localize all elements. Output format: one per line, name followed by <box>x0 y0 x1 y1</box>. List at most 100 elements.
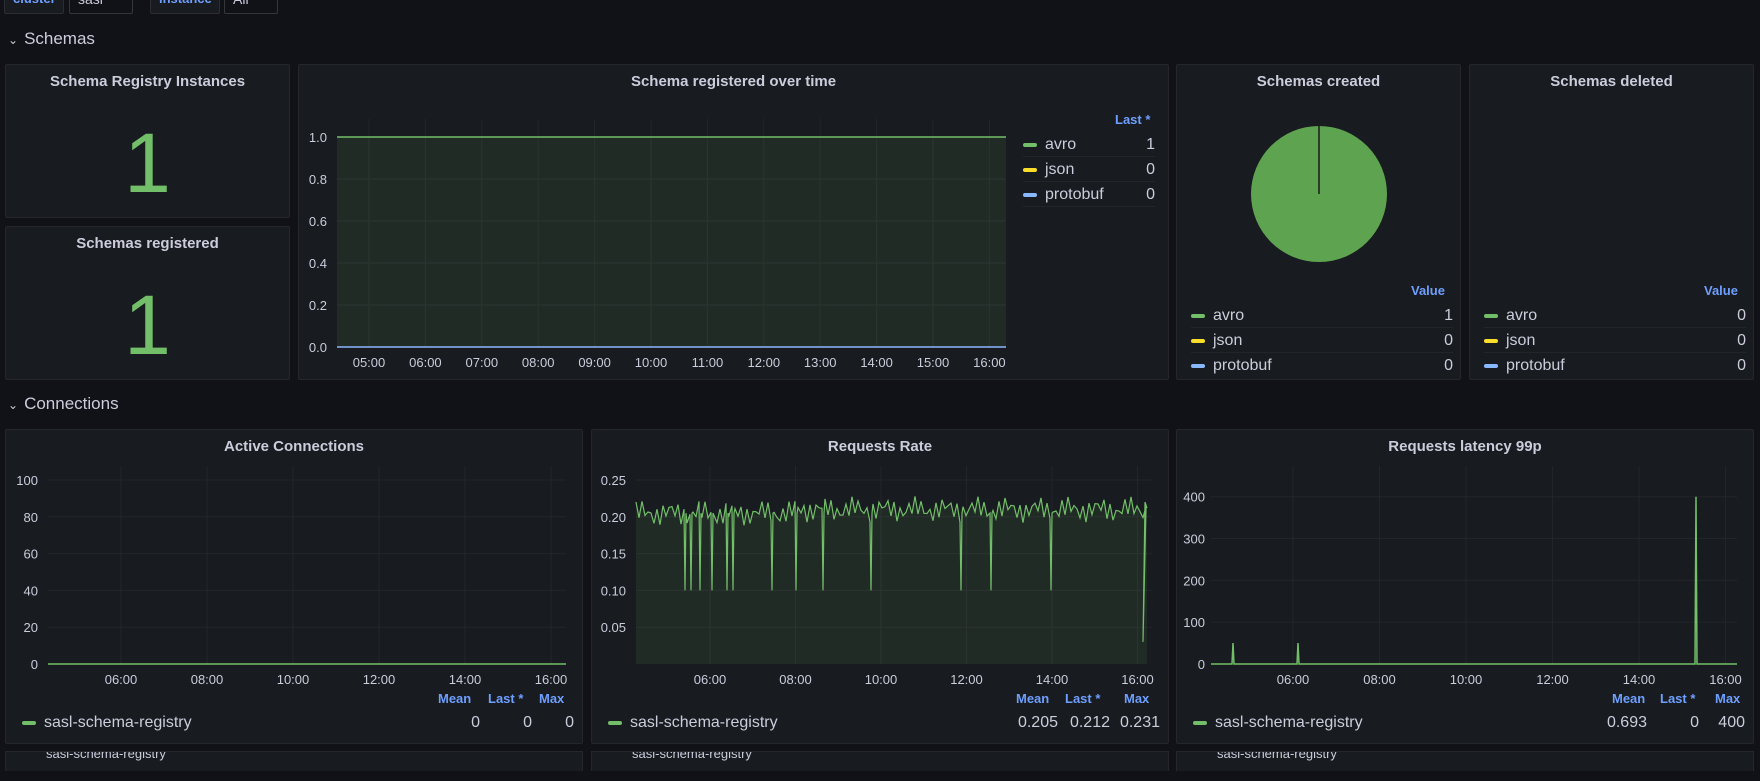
series-color-swatch <box>1191 364 1205 368</box>
legend-header-last[interactable]: Last * <box>1065 691 1101 706</box>
timeseries-chart: 0 20 40 60 80 100 06:00 08:00 10:00 12:00 14:00 16:… <box>16 466 568 687</box>
y-tick-label: 100 <box>1183 615 1205 630</box>
legend-series-name: sasl-schema-registry <box>44 714 192 731</box>
panel-schemas-created[interactable]: Schemas created Value avro 1 json 0 prot… <box>1176 64 1461 380</box>
y-tick-label: 100 <box>16 473 38 488</box>
y-tick-label: 0.4 <box>309 256 327 271</box>
panel-requests-rate[interactable]: Requests Rate 0.05 0.10 0.15 0.20 0.25 06:00 0… <box>591 429 1169 744</box>
x-tick-label: 08:00 <box>1363 672 1396 687</box>
legend-item-json[interactable]: json 0 <box>1484 329 1746 353</box>
legend-item-avro[interactable]: avro 0 <box>1484 304 1746 328</box>
panel-cut-off[interactable]: sasl-schema-registry <box>5 751 583 771</box>
legend-series-name: sasl-schema-registry <box>1215 714 1363 731</box>
y-tick-label: 0.6 <box>309 214 327 229</box>
row-schemas-toggle[interactable]: ⌄ Schemas <box>8 28 95 50</box>
legend-max: 0.231 <box>1119 714 1160 731</box>
row-title: Schemas <box>24 29 95 48</box>
x-tick-label: 15:00 <box>917 355 950 370</box>
legend-series-name: avro <box>1045 135 1077 153</box>
x-tick-label: 10:00 <box>865 672 898 687</box>
legend-item-avro[interactable]: avro 1 <box>1023 133 1155 157</box>
legend-item-protobuf[interactable]: protobuf 0 <box>1484 354 1746 378</box>
legend-header-last[interactable]: Last * <box>1115 112 1151 127</box>
legend-mean: 0.205 <box>1017 714 1058 731</box>
panel-schema-registered-over-time[interactable]: Schema registered over time 0.0 0.2 0.4 0.6… <box>298 64 1169 380</box>
y-tick-label: 80 <box>24 510 38 525</box>
y-tick-label: 0.20 <box>601 510 626 525</box>
legend-item-protobuf[interactable]: protobuf 0 <box>1191 354 1453 378</box>
legend-last: 0 <box>523 714 532 731</box>
legend-value: 0 <box>1444 331 1453 349</box>
legend-value: 0 <box>1146 185 1155 203</box>
legend-value: 0 <box>1444 357 1453 374</box>
series-color-swatch <box>1484 313 1498 318</box>
stat-value: 1 <box>124 278 171 372</box>
legend-series-name: json <box>1506 331 1536 349</box>
legend-header-last[interactable]: Last * <box>488 691 524 706</box>
series-color-swatch <box>1023 167 1037 172</box>
legend-last: 0 <box>1690 714 1699 731</box>
legend-item-json[interactable]: json 0 <box>1023 158 1155 182</box>
legend-header-value[interactable]: Value <box>1704 283 1738 298</box>
panel-schema-registry-instances[interactable]: Schema Registry Instances 1 <box>5 64 290 218</box>
panel-schemas-deleted[interactable]: Schemas deleted Value avro 0 json 0 prot… <box>1469 64 1754 380</box>
legend-item-avro[interactable]: avro 1 <box>1191 304 1453 328</box>
legend-header-value[interactable]: Value <box>1411 283 1445 298</box>
timeseries-chart: 0 100 200 300 400 06:00 08:00 10:00 12:00 14:00 16… <box>1183 466 1742 687</box>
legend-item-protobuf[interactable]: protobuf 0 <box>1023 183 1155 207</box>
panel-cut-off[interactable]: sasl-schema-registry <box>591 751 1169 771</box>
series-color-swatch <box>1191 313 1205 318</box>
legend-item-sasl-schema-registry[interactable]: sasl-schema-registry 0.693 0 400 <box>1193 711 1745 735</box>
legend-item-json[interactable]: json 0 <box>1191 329 1453 353</box>
legend-header-mean[interactable]: Mean <box>1016 691 1050 706</box>
x-tick-label: 14:00 <box>449 672 482 687</box>
stat-value: 1 <box>124 116 171 210</box>
legend-header-last[interactable]: Last * <box>1660 691 1696 706</box>
x-tick-label: 12:00 <box>363 672 396 687</box>
panel-title: Requests Rate <box>827 438 933 455</box>
x-tick-label: 13:00 <box>804 355 837 370</box>
panel-title: Requests latency 99p <box>1388 438 1542 455</box>
x-tick-label: 06:00 <box>1277 672 1310 687</box>
panel-title: Schemas created <box>1256 73 1381 90</box>
variable-select-instance[interactable]: All <box>224 0 278 14</box>
chevron-down-icon: ⌄ <box>8 398 19 412</box>
cut-off-series-label: sasl-schema-registry <box>1217 751 1337 761</box>
legend-item-sasl-schema-registry[interactable]: sasl-schema-registry 0.205 0.212 0.231 <box>608 711 1160 735</box>
cut-off-series-label: sasl-schema-registry <box>46 751 166 761</box>
legend-header-max[interactable]: Max <box>1715 691 1741 706</box>
series-color-swatch <box>1484 364 1498 368</box>
series-color-swatch <box>1191 338 1205 343</box>
legend-header-mean[interactable]: Mean <box>438 691 472 706</box>
legend-item-sasl-schema-registry[interactable]: sasl-schema-registry 0 0 0 <box>22 711 574 735</box>
x-tick-label: 11:00 <box>692 355 724 370</box>
y-tick-label: 0.0 <box>309 340 327 355</box>
legend-series-name: avro <box>1213 306 1245 324</box>
legend-series-name: sasl-schema-registry <box>630 714 778 731</box>
panel-requests-latency-99p[interactable]: Requests latency 99p 0 100 200 300 400 06:00 0… <box>1176 429 1754 744</box>
legend-series-name: protobuf <box>1213 357 1272 374</box>
legend-header-mean[interactable]: Mean <box>1612 691 1646 706</box>
y-tick-label: 1.0 <box>309 130 327 145</box>
series-line-sasl-schema-registry <box>635 496 1148 642</box>
series-line-sasl-schema-registry <box>1211 496 1737 665</box>
series-color-swatch <box>608 721 622 725</box>
y-tick-label: 400 <box>1183 490 1205 505</box>
row-connections-toggle[interactable]: ⌄ Connections <box>8 393 119 415</box>
panel-cut-off[interactable]: sasl-schema-registry <box>1176 751 1754 771</box>
legend-series-name: json <box>1045 160 1075 178</box>
panel-schemas-registered[interactable]: Schemas registered 1 <box>5 226 290 380</box>
panel-active-connections[interactable]: Active Connections 0 20 40 60 80 100 06:00 08:0… <box>5 429 583 744</box>
legend-header-max[interactable]: Max <box>1124 691 1150 706</box>
area-fill <box>636 496 1147 664</box>
variable-select-cluster[interactable]: sasl <box>69 0 133 14</box>
x-tick-label: 12:00 <box>748 355 781 370</box>
series-color-swatch <box>1484 338 1498 343</box>
legend-series-name: protobuf <box>1506 357 1565 374</box>
x-tick-label: 16:00 <box>535 672 568 687</box>
legend-header-max[interactable]: Max <box>539 691 565 706</box>
legend-mean: 0 <box>471 714 480 731</box>
y-tick-label: 60 <box>24 547 38 562</box>
x-tick-label: 10:00 <box>1450 672 1483 687</box>
series-color-swatch <box>1023 142 1037 147</box>
